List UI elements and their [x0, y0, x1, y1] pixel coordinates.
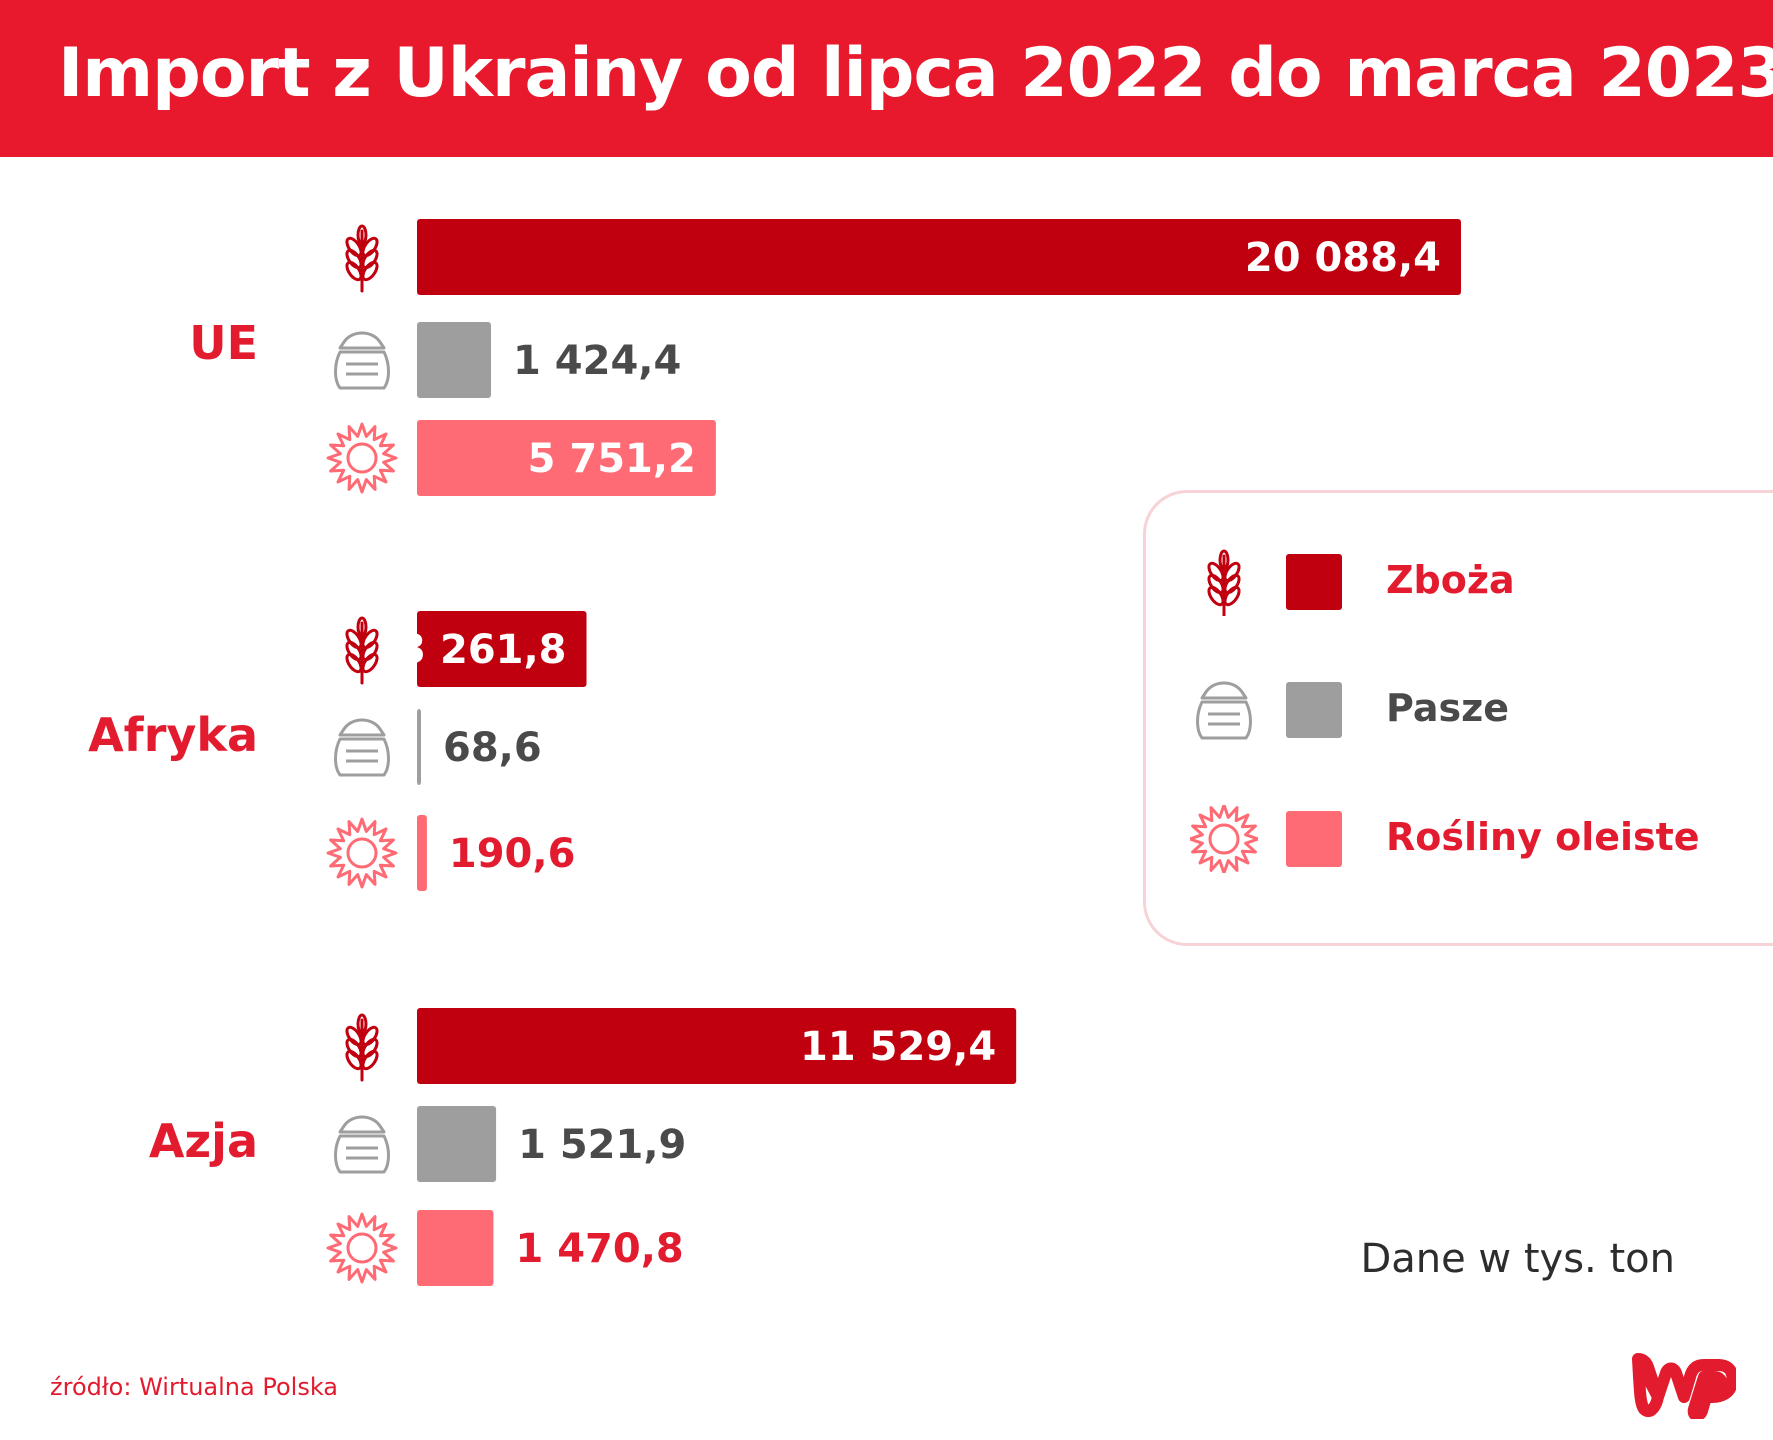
sunflower-icon [326, 1212, 398, 1284]
wheat-icon [1207, 549, 1241, 616]
bar-azja-1 [417, 1106, 497, 1182]
bar-azja-2 [417, 1210, 494, 1286]
bar-ue-1 [417, 322, 492, 398]
legend-box [1143, 490, 1773, 946]
wheat-icon [345, 224, 379, 293]
bar-value-label: 11 529,4 [800, 1024, 996, 1070]
unit-note: Dane w tys. ton [1360, 1236, 1675, 1282]
bar-value-label: 5 751,2 [528, 436, 696, 482]
legend-swatch [1286, 682, 1342, 738]
legend-label: Rośliny oleiste [1386, 815, 1700, 859]
bar-value-label: 190,6 [449, 831, 576, 877]
sunflower-icon [326, 817, 398, 889]
bar-afryka-1 [417, 709, 421, 785]
legend-label: Pasze [1386, 686, 1509, 730]
source-note: źródło: Wirtualna Polska [50, 1373, 339, 1401]
legend-item-zboza: Zboża [1190, 548, 1750, 616]
region-label-ue: UE [189, 316, 258, 370]
wp-logo [1632, 1353, 1736, 1419]
bar-value-label: 1 424,4 [513, 338, 681, 384]
feed-sack-icon [334, 718, 390, 777]
bar-afryka-0 [417, 611, 587, 687]
feed-sack-icon [334, 1115, 390, 1174]
bar-ue-2 [417, 420, 716, 496]
region-label-azja: Azja [149, 1114, 258, 1168]
wheat-icon [345, 1013, 379, 1082]
header-bar: Import z Ukrainy od lipca 2022 do marca … [0, 0, 1773, 157]
legend-item-pasze: Pasze [1190, 676, 1750, 740]
bar-azja-0 [417, 1008, 1017, 1084]
legend-swatch [1286, 554, 1342, 610]
bar-value-label: 20 088,4 [1245, 235, 1441, 281]
feed-sack-icon [334, 331, 390, 390]
bar-value-label: 1 470,8 [515, 1226, 683, 1272]
legend-item-rosliny: Rośliny oleiste [1190, 805, 1750, 873]
legend-label: Zboża [1386, 558, 1515, 602]
chart-title: Import z Ukrainy od lipca 2022 do marca … [58, 34, 1773, 113]
region-label-afryka: Afryka [88, 708, 258, 762]
feed-sack-icon [1196, 681, 1252, 740]
sunflower-icon [1190, 805, 1258, 873]
wheat-icon [345, 616, 379, 685]
bar-chart: UE 20 088,4 1 424,4 5 751,2 Afryka 3 261,8 68,… [88, 219, 1461, 1286]
bar-afryka-2 [417, 815, 427, 891]
sunflower-icon [326, 422, 398, 494]
bar-value-label: 68,6 [443, 725, 542, 771]
bar-value-label: 3 261,8 [398, 627, 566, 673]
bar-ue-0 [417, 219, 1461, 295]
bar-value-label: 1 521,9 [518, 1122, 686, 1168]
legend-swatch [1286, 811, 1342, 867]
